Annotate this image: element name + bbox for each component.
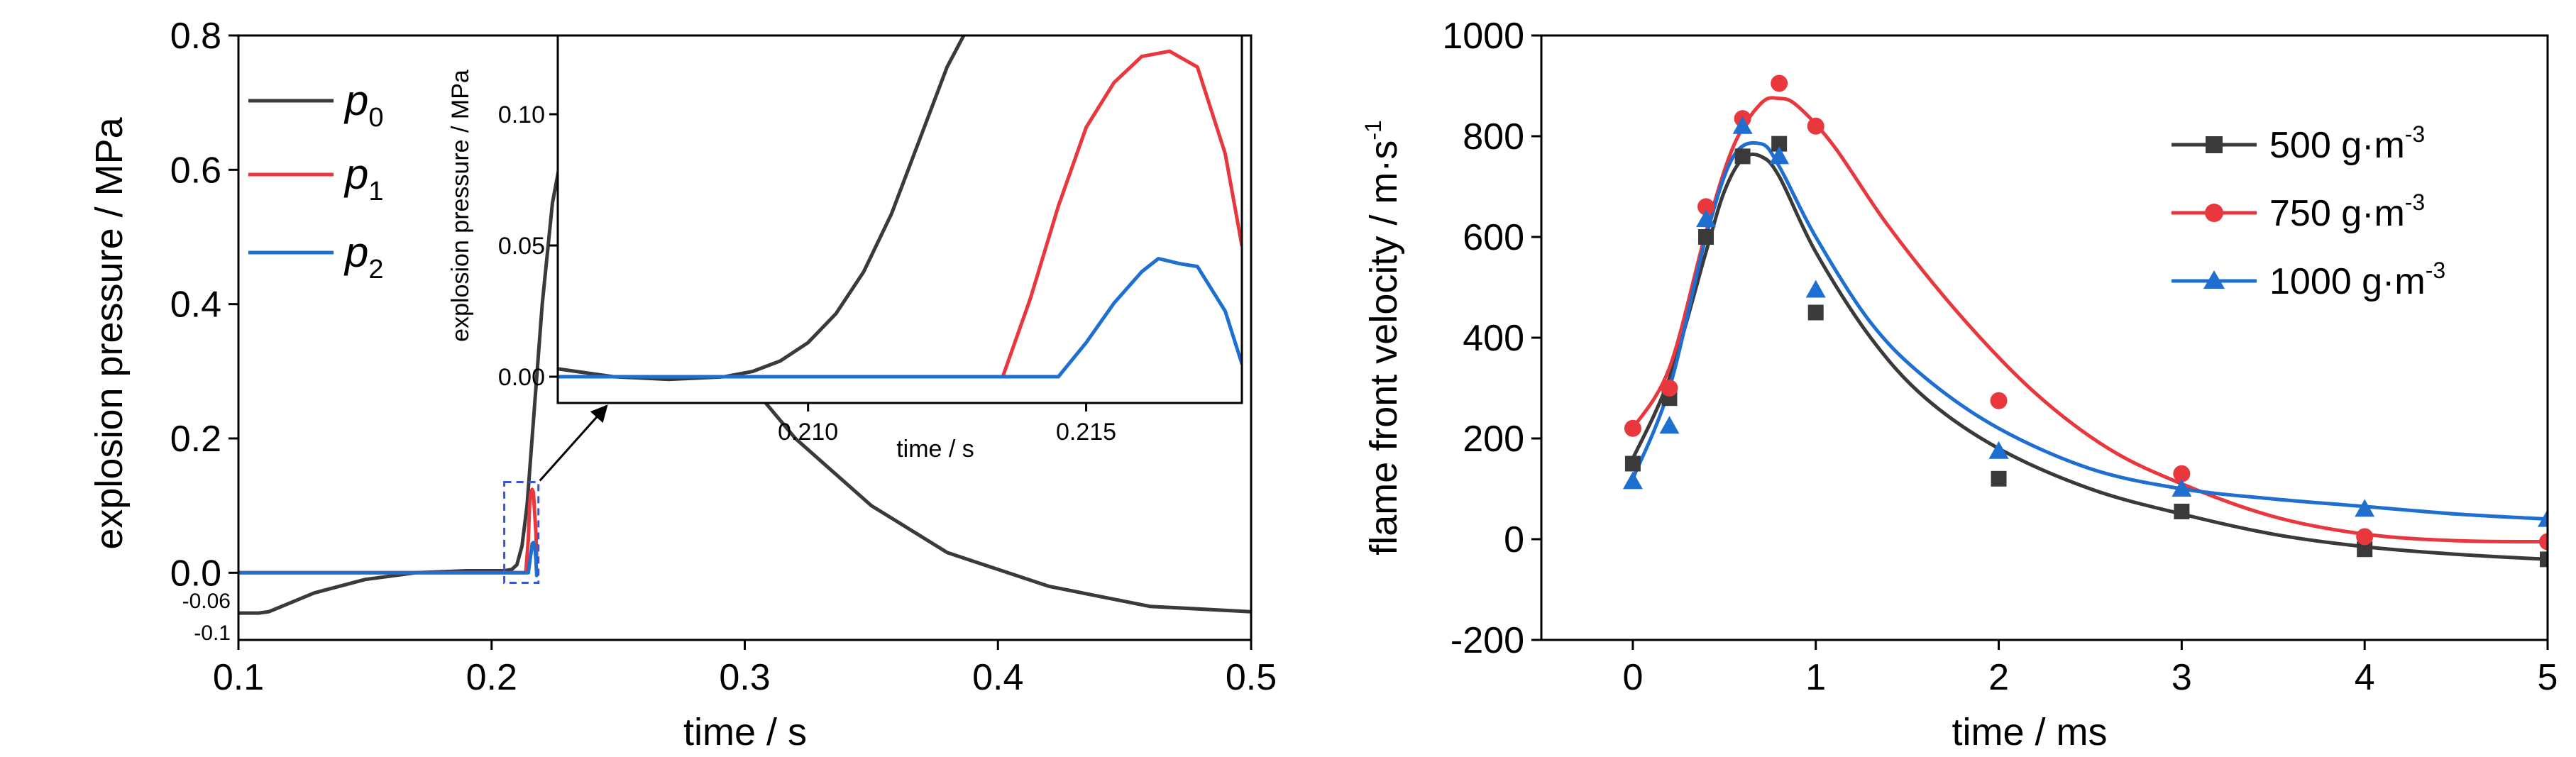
velocity-x-axis-title: time / ms xyxy=(1952,711,2107,753)
inset-y-tick-label: 0.05 xyxy=(498,233,545,260)
pressure-line-p1 xyxy=(238,487,539,575)
velocity-x-tick-label: 0 xyxy=(1622,657,1643,698)
velocity-x-tick-label: 1 xyxy=(1805,657,1826,698)
velocity-point-0 xyxy=(2540,551,2548,568)
velocity-point-0 xyxy=(2357,541,2373,558)
pressure-y-ticks: 0.0 0.2 0.4 0.6 0.8 xyxy=(170,16,238,594)
inset-y-ticks: 0.00 0.05 0.10 xyxy=(498,101,558,391)
velocity-point-2 xyxy=(2538,509,2548,527)
pressure-y-tick-label: 0.2 xyxy=(170,419,221,460)
velocity-point-1 xyxy=(1990,392,2008,409)
velocity-series-group xyxy=(1622,74,2548,568)
pressure-x-axis-title: time / s xyxy=(683,711,807,753)
legend-marker-1000 xyxy=(2203,270,2225,289)
velocity-point-2 xyxy=(2172,479,2192,497)
inset-y-tick-label: 0.10 xyxy=(498,101,545,128)
pressure-x-tick-label: 0.1 xyxy=(213,657,264,698)
pressure-x-tick-label: 0.2 xyxy=(466,657,517,698)
inset-line-0 xyxy=(558,35,966,382)
velocity-x-tick-label: 3 xyxy=(2172,657,2192,698)
pressure-y-axis-title: explosion pressure / MPa xyxy=(88,116,131,549)
inset-x-axis-title: time / s xyxy=(896,436,974,463)
velocity-point-1 xyxy=(2539,533,2548,551)
legend-label-500: 500 g·m-3 xyxy=(2269,121,2425,166)
velocity-y-axis-title: flame front velocity / m·s-1 xyxy=(1360,120,1405,556)
inset-y-axis-title: explosion pressure / MPa xyxy=(447,70,474,342)
inset-background xyxy=(558,35,1242,403)
velocity-point-1 xyxy=(1807,117,1824,135)
velocity-point-2 xyxy=(1622,471,1643,490)
pressure-x-tick-label: 0.5 xyxy=(1226,657,1277,698)
pressure-legend: p0 p1 p2 xyxy=(248,77,384,284)
legend-label-p0: p0 xyxy=(343,77,384,133)
legend-label-p1: p1 xyxy=(343,150,384,206)
velocity-legend: 500 g·m-3 750 g·m-3 1000 g·m-3 xyxy=(2172,121,2445,302)
velocity-point-1 xyxy=(1661,380,1678,397)
velocity-point-2 xyxy=(1732,116,1753,134)
velocity-point-0 xyxy=(1624,455,1641,472)
velocity-y-tick-label: 800 xyxy=(1463,116,1524,158)
velocity-point-0 xyxy=(1991,470,2007,487)
velocity-y-tick-label: 400 xyxy=(1463,318,1524,359)
legend-marker-500 xyxy=(2206,136,2223,153)
legend-marker-750 xyxy=(2205,204,2223,222)
pressure-x-tick-label: 0.4 xyxy=(972,657,1023,698)
velocity-chart: 0 1 2 3 4 5 -200 0 200 400 600 800 1000 time / ms f… xyxy=(1360,16,2558,753)
inset-x-tick-label: 0.215 xyxy=(1056,419,1116,446)
pressure-x-tick-label: 0.3 xyxy=(719,657,770,698)
velocity-point-2 xyxy=(2355,499,2375,517)
velocity-x-ticks: 0 1 2 3 4 5 xyxy=(1622,640,2558,698)
pressure-y-tick-label-extra: -0.1 xyxy=(194,621,231,645)
inset-y-tick-label: 0.00 xyxy=(498,364,545,391)
velocity-point-2 xyxy=(1988,441,2009,459)
velocity-point-0 xyxy=(1771,136,1788,152)
pressure-y-tick-label: 0.6 xyxy=(170,150,221,191)
pressure-y-tick-label: 0.0 xyxy=(170,553,221,594)
velocity-point-2 xyxy=(1696,209,1717,228)
inset-chart: 0.210 0.215 0.00 0.05 0.10 time / s explosi… xyxy=(447,34,1243,463)
velocity-point-2 xyxy=(1805,280,1826,298)
inset-series-group xyxy=(558,35,1242,382)
velocity-point-1 xyxy=(1771,74,1788,92)
velocity-x-tick-label: 5 xyxy=(2538,657,2558,698)
inset-line-1 xyxy=(558,49,1242,379)
pressure-y-tick-label: 0.8 xyxy=(170,16,221,57)
velocity-y-tick-label: 600 xyxy=(1463,217,1524,258)
pressure-y-tick-label-extra: -0.06 xyxy=(182,590,231,613)
velocity-y-tick-label: -200 xyxy=(1451,620,1524,661)
velocity-fit-line-0 xyxy=(1631,153,2548,561)
inset-x-ticks: 0.210 0.215 xyxy=(778,403,1116,446)
velocity-point-0 xyxy=(1698,229,1714,245)
velocity-y-ticks: -200 0 200 400 600 800 1000 xyxy=(1442,16,1541,661)
velocity-point-0 xyxy=(1734,148,1751,165)
legend-label-p2: p2 xyxy=(343,228,384,284)
velocity-point-1 xyxy=(2173,465,2191,482)
velocity-point-1 xyxy=(2356,528,2374,546)
pressure-line-p2 xyxy=(238,541,539,578)
velocity-point-1 xyxy=(1624,419,1641,437)
velocity-x-tick-label: 2 xyxy=(1988,657,2009,698)
inset-line-2 xyxy=(558,257,1242,379)
zoom-window-box xyxy=(503,481,540,585)
velocity-y-tick-label: 0 xyxy=(1504,519,1524,560)
velocity-point-2 xyxy=(1769,146,1790,165)
inset-frame xyxy=(556,34,1243,404)
velocity-y-tick-label: 200 xyxy=(1463,419,1524,460)
pressure-chart: 0.1 0.2 0.3 0.4 0.5 0.0 0.2 0.4 0.6 0.8 -0.06 -0… xyxy=(88,16,1277,753)
legend-label-750: 750 g·m-3 xyxy=(2269,189,2425,234)
legend-label-1000: 1000 g·m-3 xyxy=(2269,258,2445,302)
inset-x-tick-label: 0.210 xyxy=(778,419,838,446)
pressure-x-ticks: 0.1 0.2 0.3 0.4 0.5 xyxy=(213,640,1277,698)
velocity-y-tick-label: 1000 xyxy=(1442,16,1524,57)
velocity-point-0 xyxy=(1807,304,1824,321)
pressure-y-tick-label: 0.4 xyxy=(170,284,221,326)
velocity-point-0 xyxy=(2174,503,2190,519)
velocity-point-1 xyxy=(1697,198,1715,216)
zoom-arrow xyxy=(539,404,608,482)
velocity-point-2 xyxy=(1659,416,1680,434)
velocity-x-tick-label: 4 xyxy=(2355,657,2375,698)
